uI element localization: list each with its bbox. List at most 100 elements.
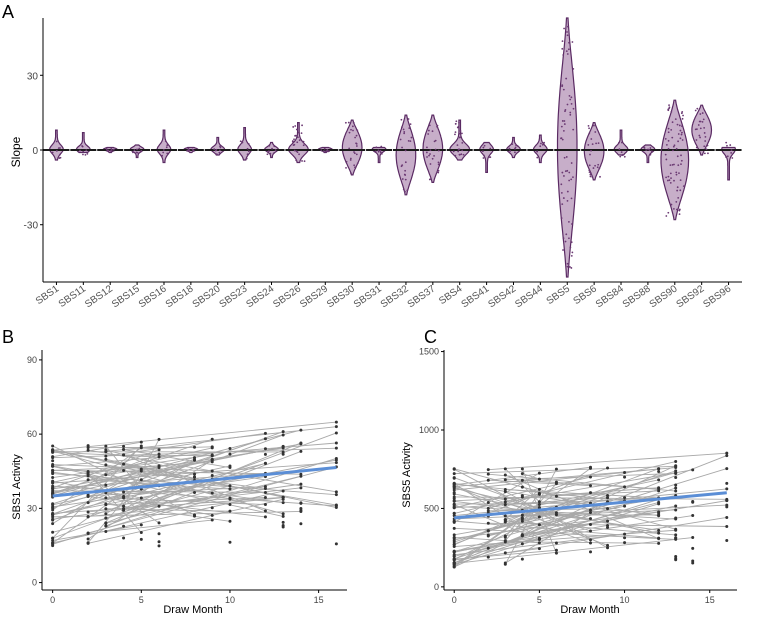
data-point (210, 513, 214, 517)
violin-point (704, 140, 707, 142)
violin-point (699, 127, 702, 130)
violin-point (454, 154, 457, 157)
data-point (657, 510, 661, 514)
violin-point (161, 154, 164, 157)
data-point (503, 539, 507, 543)
panel-c-xlabel: Draw Month (560, 604, 619, 616)
violin-point (293, 149, 296, 152)
panel-a-label: A (2, 2, 14, 22)
data-point (623, 496, 627, 500)
violin-sbs84 (608, 129, 635, 158)
violin-point (594, 131, 597, 133)
violin-point (437, 161, 440, 164)
data-point (452, 519, 456, 523)
violin-point (730, 149, 733, 152)
violin-point (296, 141, 299, 144)
violin-point (620, 141, 623, 144)
a-xtick-label: SBS44 (513, 283, 545, 310)
data-point (691, 468, 695, 472)
violin-point (273, 145, 276, 148)
violin-sbs23 (231, 127, 258, 161)
subject-line (505, 504, 727, 517)
a-xtick-label: SBS24 (244, 283, 276, 310)
data-point (657, 486, 661, 490)
violin-point (681, 139, 684, 141)
violin-point (702, 118, 705, 121)
data-point (210, 469, 214, 473)
panel-c-label: C (424, 327, 437, 347)
a-xtick-label: SBS16 (137, 283, 169, 310)
violin-point (677, 140, 679, 143)
data-point (589, 529, 592, 533)
violin-sbs18 (177, 146, 204, 154)
violin-point (590, 138, 593, 140)
violin-point (452, 150, 455, 153)
subject-line (105, 475, 302, 524)
violin-point (726, 155, 729, 158)
data-point (589, 508, 592, 512)
violin-point (568, 94, 571, 97)
violin-point (679, 137, 682, 140)
data-point (281, 495, 285, 499)
data-point (606, 543, 610, 547)
violin-point (296, 151, 299, 154)
trend-line (52, 466, 337, 498)
violin-point (295, 134, 297, 137)
data-point (503, 473, 507, 477)
data-point (86, 478, 90, 482)
subject-line (52, 441, 142, 458)
data-point (210, 458, 214, 462)
subject-line (504, 468, 557, 565)
data-point (51, 480, 55, 484)
violin-point (643, 147, 646, 149)
a-xtick-label: SBS42 (486, 283, 518, 310)
violin-point (591, 176, 594, 178)
data-point (122, 462, 126, 466)
violin-point (105, 148, 108, 151)
data-point (139, 469, 143, 473)
data-point (657, 467, 661, 471)
subject-line (454, 467, 676, 487)
data-point (623, 471, 627, 475)
violin-point (707, 152, 709, 155)
violin-point (590, 149, 592, 152)
violin-point (668, 107, 670, 110)
data-point (503, 520, 507, 524)
data-point (486, 546, 490, 550)
panel-b-label: B (2, 327, 14, 347)
violin-point (320, 149, 323, 152)
data-point (520, 485, 524, 489)
violin-point (694, 109, 697, 112)
violin-point (59, 153, 61, 156)
violin-point (350, 128, 352, 131)
data-point (606, 507, 610, 511)
data-point (281, 430, 285, 434)
subject-line (52, 449, 160, 489)
data-point (334, 425, 338, 429)
violin-point (572, 176, 574, 179)
violin-point (269, 152, 272, 155)
violin-point (678, 213, 681, 216)
violin-sbs44 (527, 134, 554, 164)
data-point (674, 508, 678, 512)
violin-point (704, 136, 707, 138)
subject-line (52, 465, 213, 494)
a-xtick-label: SBS96 (701, 283, 733, 310)
data-point (334, 420, 338, 424)
data-point (520, 478, 524, 482)
violin-point (298, 139, 301, 142)
violin-point (675, 173, 678, 176)
xtick-label: 10 (225, 595, 235, 605)
data-point (51, 459, 55, 463)
violin-point (458, 121, 460, 124)
violin-point (409, 123, 412, 126)
violin-point (566, 169, 569, 172)
violin-point (399, 138, 402, 141)
violin-point (571, 223, 573, 225)
violin-point (410, 136, 413, 139)
violin-point (589, 173, 592, 176)
data-point (452, 497, 456, 501)
violin-point (402, 188, 405, 191)
data-point (657, 478, 661, 482)
